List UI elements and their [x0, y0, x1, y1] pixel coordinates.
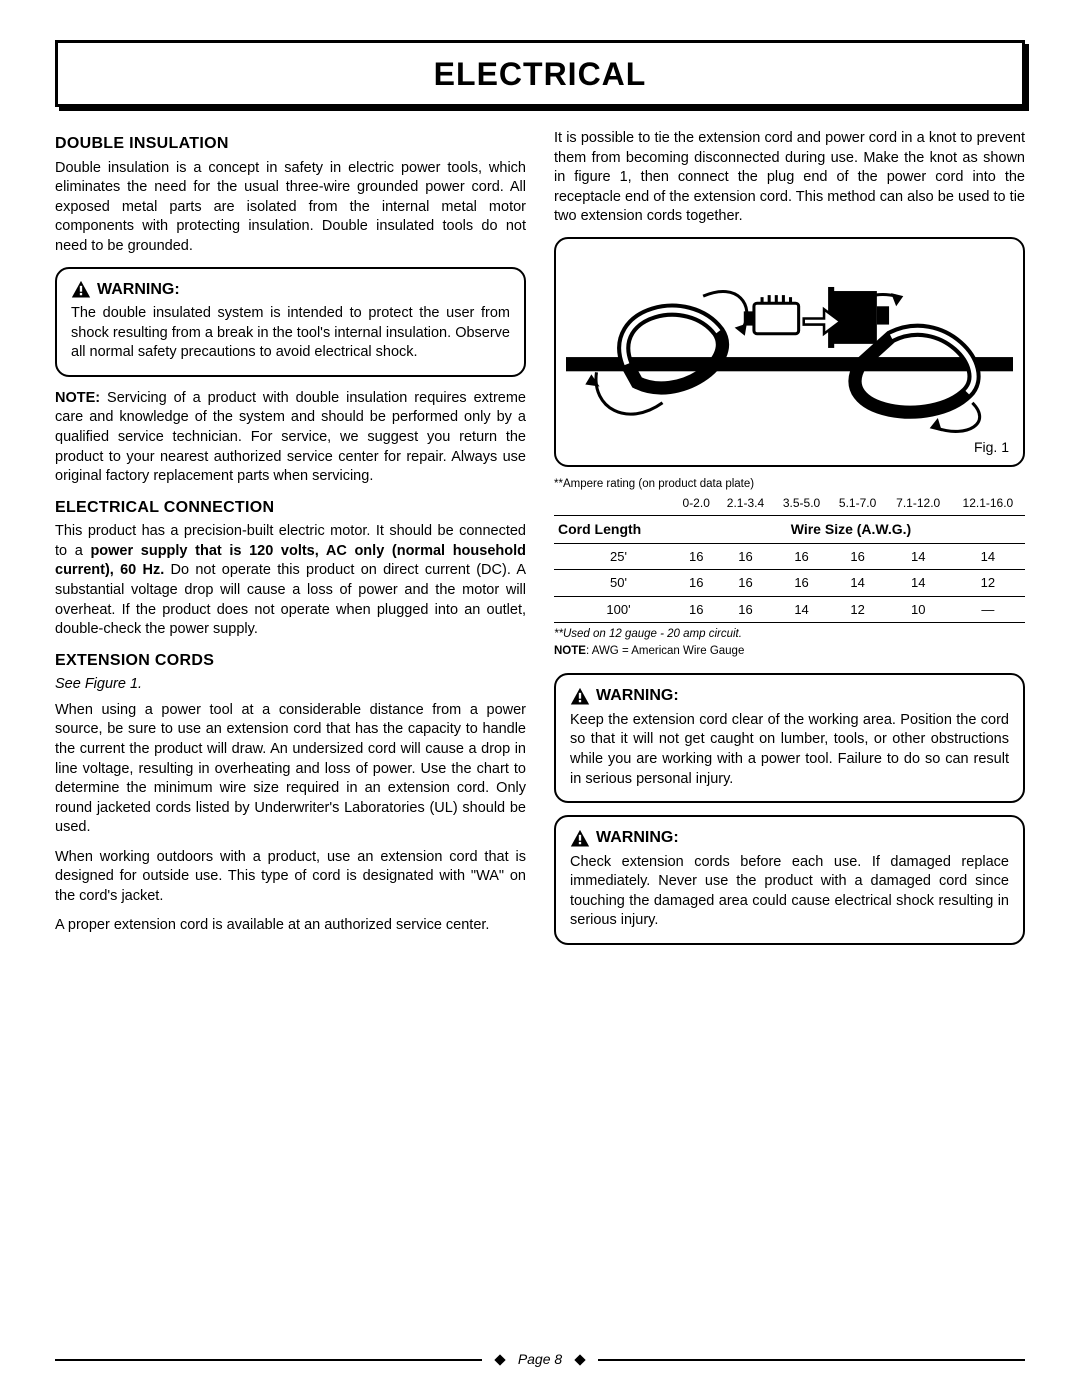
range-2: 3.5-5.0: [774, 495, 830, 516]
warning-label: WARNING:: [596, 827, 679, 849]
warning-box-cord-clear: WARNING: Keep the extension cord clear o…: [554, 673, 1025, 803]
cord-length-header: Cord Length: [554, 515, 675, 543]
cell: 14: [951, 543, 1025, 570]
cell: 16: [717, 596, 773, 623]
table-footnote-2: NOTE: AWG = American Wire Gauge: [554, 644, 1025, 660]
len-0: 25': [554, 543, 675, 570]
see-figure: See Figure 1.: [55, 675, 526, 695]
page-footer: Page 8: [55, 1350, 1025, 1369]
foot2-rest: : AWG = American Wire Gauge: [586, 645, 744, 657]
right-column: It is possible to tie the extension cord…: [554, 129, 1025, 957]
warning-triangle-icon: [570, 687, 590, 705]
amp-range-row: 0-2.0 2.1-3.4 3.5-5.0 5.1-7.0 7.1-12.0 1…: [554, 495, 1025, 516]
ext-p1: When using a power tool at a considerabl…: [55, 701, 526, 838]
figure-1-box: Fig. 1: [554, 237, 1025, 467]
warning-label: WARNING:: [97, 279, 180, 301]
footer-rule-left: [55, 1359, 482, 1361]
warning-heading: WARNING:: [71, 279, 510, 301]
foot2-lead: NOTE: [554, 645, 586, 657]
len-1: 50': [554, 570, 675, 597]
cell: 12: [951, 570, 1025, 597]
cell: 16: [774, 543, 830, 570]
cell: 16: [717, 570, 773, 597]
warning-box-cord-check: WARNING: Check extension cords before ea…: [554, 815, 1025, 945]
table-header-row: Cord Length Wire Size (A.W.G.): [554, 515, 1025, 543]
cell: 16: [774, 570, 830, 597]
cell: —: [951, 596, 1025, 623]
warning-heading: WARNING:: [570, 827, 1009, 849]
cell: 16: [830, 543, 886, 570]
wire-size-table: 0-2.0 2.1-3.4 3.5-5.0 5.1-7.0 7.1-12.0 1…: [554, 495, 1025, 624]
range-5: 12.1-16.0: [951, 495, 1025, 516]
cell: 14: [886, 543, 951, 570]
warning-body: Keep the extension cord clear of the wor…: [570, 711, 1009, 789]
footer-diamond-icon: [575, 1354, 586, 1365]
footer-diamond-icon: [494, 1354, 505, 1365]
cell: 10: [886, 596, 951, 623]
service-note: NOTE: Servicing of a product with double…: [55, 389, 526, 487]
left-column: DOUBLE INSULATION Double insulation is a…: [55, 129, 526, 957]
warning-label: WARNING:: [596, 685, 679, 707]
note-body: Servicing of a product with double insul…: [55, 390, 526, 484]
knot-diagram-icon: [566, 249, 1013, 455]
cell: 16: [717, 543, 773, 570]
page-number: Page 8: [518, 1350, 562, 1369]
knot-intro: It is possible to tie the extension cord…: [554, 129, 1025, 227]
warning-body: The double insulated system is intended …: [71, 304, 510, 363]
footer-rule-right: [598, 1359, 1025, 1361]
warning-triangle-icon: [570, 829, 590, 847]
table-row: 25' 16 16 16 16 14 14: [554, 543, 1025, 570]
double-insulation-heading: DOUBLE INSULATION: [55, 133, 526, 155]
figure-caption: Fig. 1: [974, 438, 1009, 457]
page-title-box: ELECTRICAL: [55, 40, 1025, 107]
warning-triangle-icon: [71, 280, 91, 298]
cell: 16: [675, 543, 718, 570]
ampere-note: **Ampere rating (on product data plate): [554, 477, 1025, 493]
cell: 14: [774, 596, 830, 623]
ext-p3: A proper extension cord is available at …: [55, 916, 526, 936]
ext-p2: When working outdoors with a product, us…: [55, 848, 526, 907]
content-columns: DOUBLE INSULATION Double insulation is a…: [55, 129, 1025, 957]
extension-cords-heading: EXTENSION CORDS: [55, 650, 526, 672]
len-2: 100': [554, 596, 675, 623]
cell: 16: [675, 596, 718, 623]
note-lead: NOTE:: [55, 390, 100, 406]
electrical-connection-heading: ELECTRICAL CONNECTION: [55, 497, 526, 519]
page-title: ELECTRICAL: [58, 53, 1022, 96]
table-row: 50' 16 16 16 14 14 12: [554, 570, 1025, 597]
range-3: 5.1-7.0: [830, 495, 886, 516]
cell: 12: [830, 596, 886, 623]
warning-body: Check extension cords before each use. I…: [570, 853, 1009, 931]
warning-heading: WARNING:: [570, 685, 1009, 707]
table-row: 100' 16 16 14 12 10 —: [554, 596, 1025, 623]
range-0: 0-2.0: [675, 495, 718, 516]
wire-size-header: Wire Size (A.W.G.): [675, 515, 1025, 543]
table-footnote-1: **Used on 12 gauge - 20 amp circuit.: [554, 627, 1025, 643]
range-4: 7.1-12.0: [886, 495, 951, 516]
double-insulation-body: Double insulation is a concept in safety…: [55, 159, 526, 257]
electrical-connection-body: This product has a precision-built elect…: [55, 522, 526, 639]
cell: 14: [886, 570, 951, 597]
cell: 16: [675, 570, 718, 597]
range-1: 2.1-3.4: [717, 495, 773, 516]
cell: 14: [830, 570, 886, 597]
warning-box-shock: WARNING: The double insulated system is …: [55, 267, 526, 377]
